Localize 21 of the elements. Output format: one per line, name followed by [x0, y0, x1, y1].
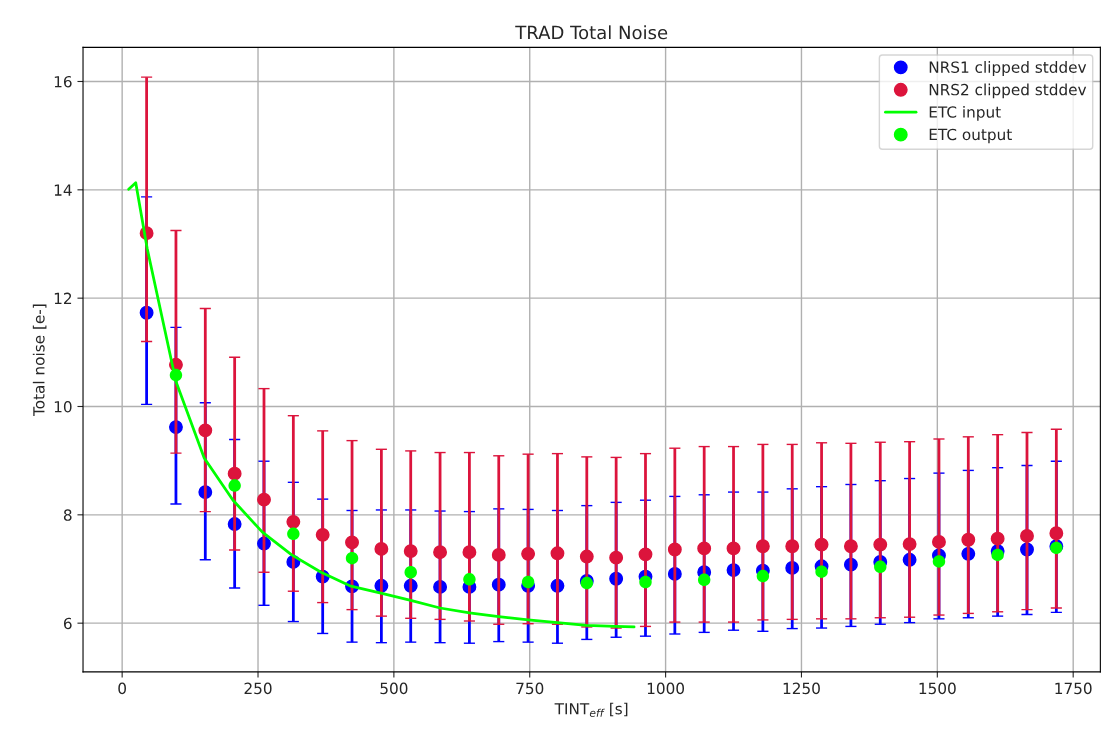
y-tick-label: 14	[54, 184, 72, 196]
legend-label: ETC input	[929, 105, 1001, 121]
y-tick-label: 6	[63, 617, 72, 630]
x-tick-label: 1250	[783, 682, 820, 695]
y-tick-label: 10	[54, 400, 72, 413]
x-tick-label: 750	[516, 682, 544, 695]
x-tick-label: 250	[244, 682, 272, 695]
y-tick-label: 8	[63, 509, 72, 521]
x-tick-label: 0	[118, 682, 126, 695]
x-tick-label: 1750	[1055, 682, 1092, 695]
x-tick-label: 1000	[647, 682, 685, 695]
y-axis-title: Total noise [e-]	[32, 304, 47, 417]
legend-label: NRS1 clipped stddev	[929, 61, 1087, 76]
x-axis-title: TINT$_{eff}$ [s]	[554, 702, 628, 717]
legend-label: NRS2 clipped stddev	[929, 83, 1087, 99]
x-tick-label: 500	[380, 682, 408, 695]
x-tick-label: 1500	[919, 682, 956, 695]
y-tick-label: 12	[54, 292, 72, 304]
chart-title: TRAD Total Noise	[515, 25, 668, 40]
legend-label: ETC output	[929, 128, 1012, 144]
y-tick-label: 16	[54, 75, 72, 88]
